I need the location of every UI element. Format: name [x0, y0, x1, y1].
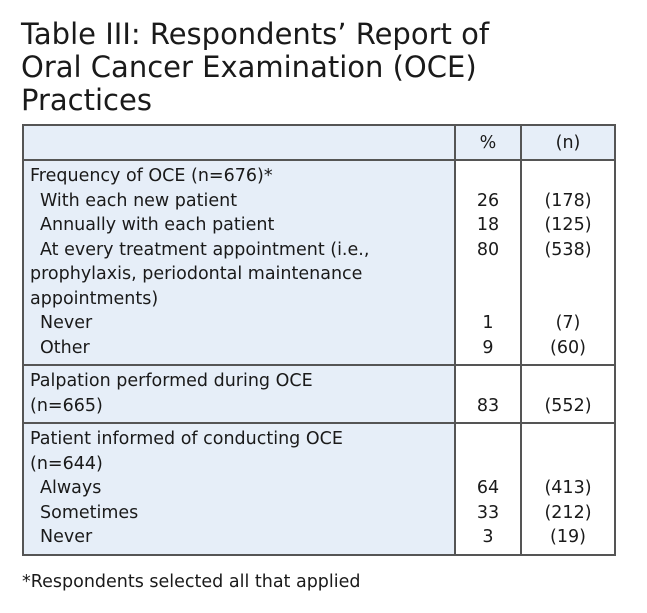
header-label	[22, 124, 456, 161]
row-percent: 26	[476, 190, 500, 211]
row-count: (60)	[550, 337, 586, 358]
row-percent: 1	[482, 313, 494, 333]
row-percent	[462, 287, 514, 312]
row-count: (7)	[555, 313, 581, 333]
row-percent: 83	[476, 395, 500, 416]
row-label: (n=644)	[30, 453, 103, 474]
table-section-row: Palpation performed during OCE (n=665) 83…	[22, 364, 616, 424]
row-count: (178)	[544, 190, 592, 211]
row-percent: 33	[476, 502, 500, 523]
row-label: Sometimes	[40, 502, 139, 523]
row-percent: 9	[482, 337, 494, 358]
footnote: *Respondents selected all that applied	[22, 572, 361, 592]
percent-cell: 64 33 3	[454, 422, 522, 556]
row-percent: 64	[476, 478, 500, 498]
row-percent	[462, 164, 514, 189]
row-count	[528, 427, 608, 452]
row-count: (552)	[544, 395, 592, 416]
row-label: Palpation performed during OCE	[30, 371, 313, 391]
row-percent: 80	[476, 239, 500, 260]
header-percent: %	[454, 124, 522, 161]
row-percent	[462, 427, 514, 452]
row-percent: 18	[476, 215, 500, 235]
row-label: appointments)	[30, 288, 159, 309]
row-label: Other	[40, 337, 90, 358]
row-percent: 3	[482, 527, 494, 547]
count-cell: (178) (125) (538) (7) (60)	[520, 159, 616, 366]
oce-practices-table: % (n) Frequency of OCE (n=676)* With each…	[22, 124, 616, 556]
row-count: (538)	[544, 239, 592, 260]
row-label: At every treatment appointment (i.e.,	[40, 239, 370, 260]
label-cell: Frequency of OCE (n=676)* With each new p…	[22, 159, 456, 366]
header-count: (n)	[520, 124, 616, 161]
row-count	[528, 164, 608, 189]
percent-cell: 83	[454, 364, 522, 424]
row-count	[528, 452, 608, 477]
row-percent	[462, 262, 514, 287]
table-header-row: % (n)	[22, 124, 616, 161]
table-title: Table III: Respondents’ Report of Oral C…	[21, 17, 490, 117]
row-count: (125)	[544, 215, 592, 235]
row-count: (413)	[544, 478, 592, 498]
label-cell: Patient informed of conducting OCE (n=644…	[22, 422, 456, 556]
table-section-row: Frequency of OCE (n=676)* With each new p…	[22, 159, 616, 366]
row-count: (212)	[544, 502, 592, 523]
row-count: (19)	[550, 527, 586, 547]
row-count	[528, 287, 608, 312]
row-label: Never	[40, 527, 93, 547]
row-percent	[462, 452, 514, 477]
row-label: Never	[40, 313, 93, 333]
row-count	[528, 262, 608, 287]
table-section-row: Patient informed of conducting OCE (n=644…	[22, 422, 616, 556]
label-cell: Palpation performed during OCE (n=665)	[22, 364, 456, 424]
row-count	[528, 369, 608, 394]
count-cell: (552)	[520, 364, 616, 424]
row-label: prophylaxis, periodontal maintenance	[30, 264, 363, 284]
percent-cell: 26 18 80 1 9	[454, 159, 522, 366]
row-label: Patient informed of conducting OCE	[30, 429, 343, 449]
row-label: Always	[40, 478, 102, 498]
row-percent	[462, 369, 514, 394]
row-label: Frequency of OCE (n=676)*	[30, 166, 273, 186]
row-label: (n=665)	[30, 395, 103, 416]
row-label: With each new patient	[40, 190, 238, 211]
count-cell: (413) (212) (19)	[520, 422, 616, 556]
row-label: Annually with each patient	[40, 215, 275, 235]
